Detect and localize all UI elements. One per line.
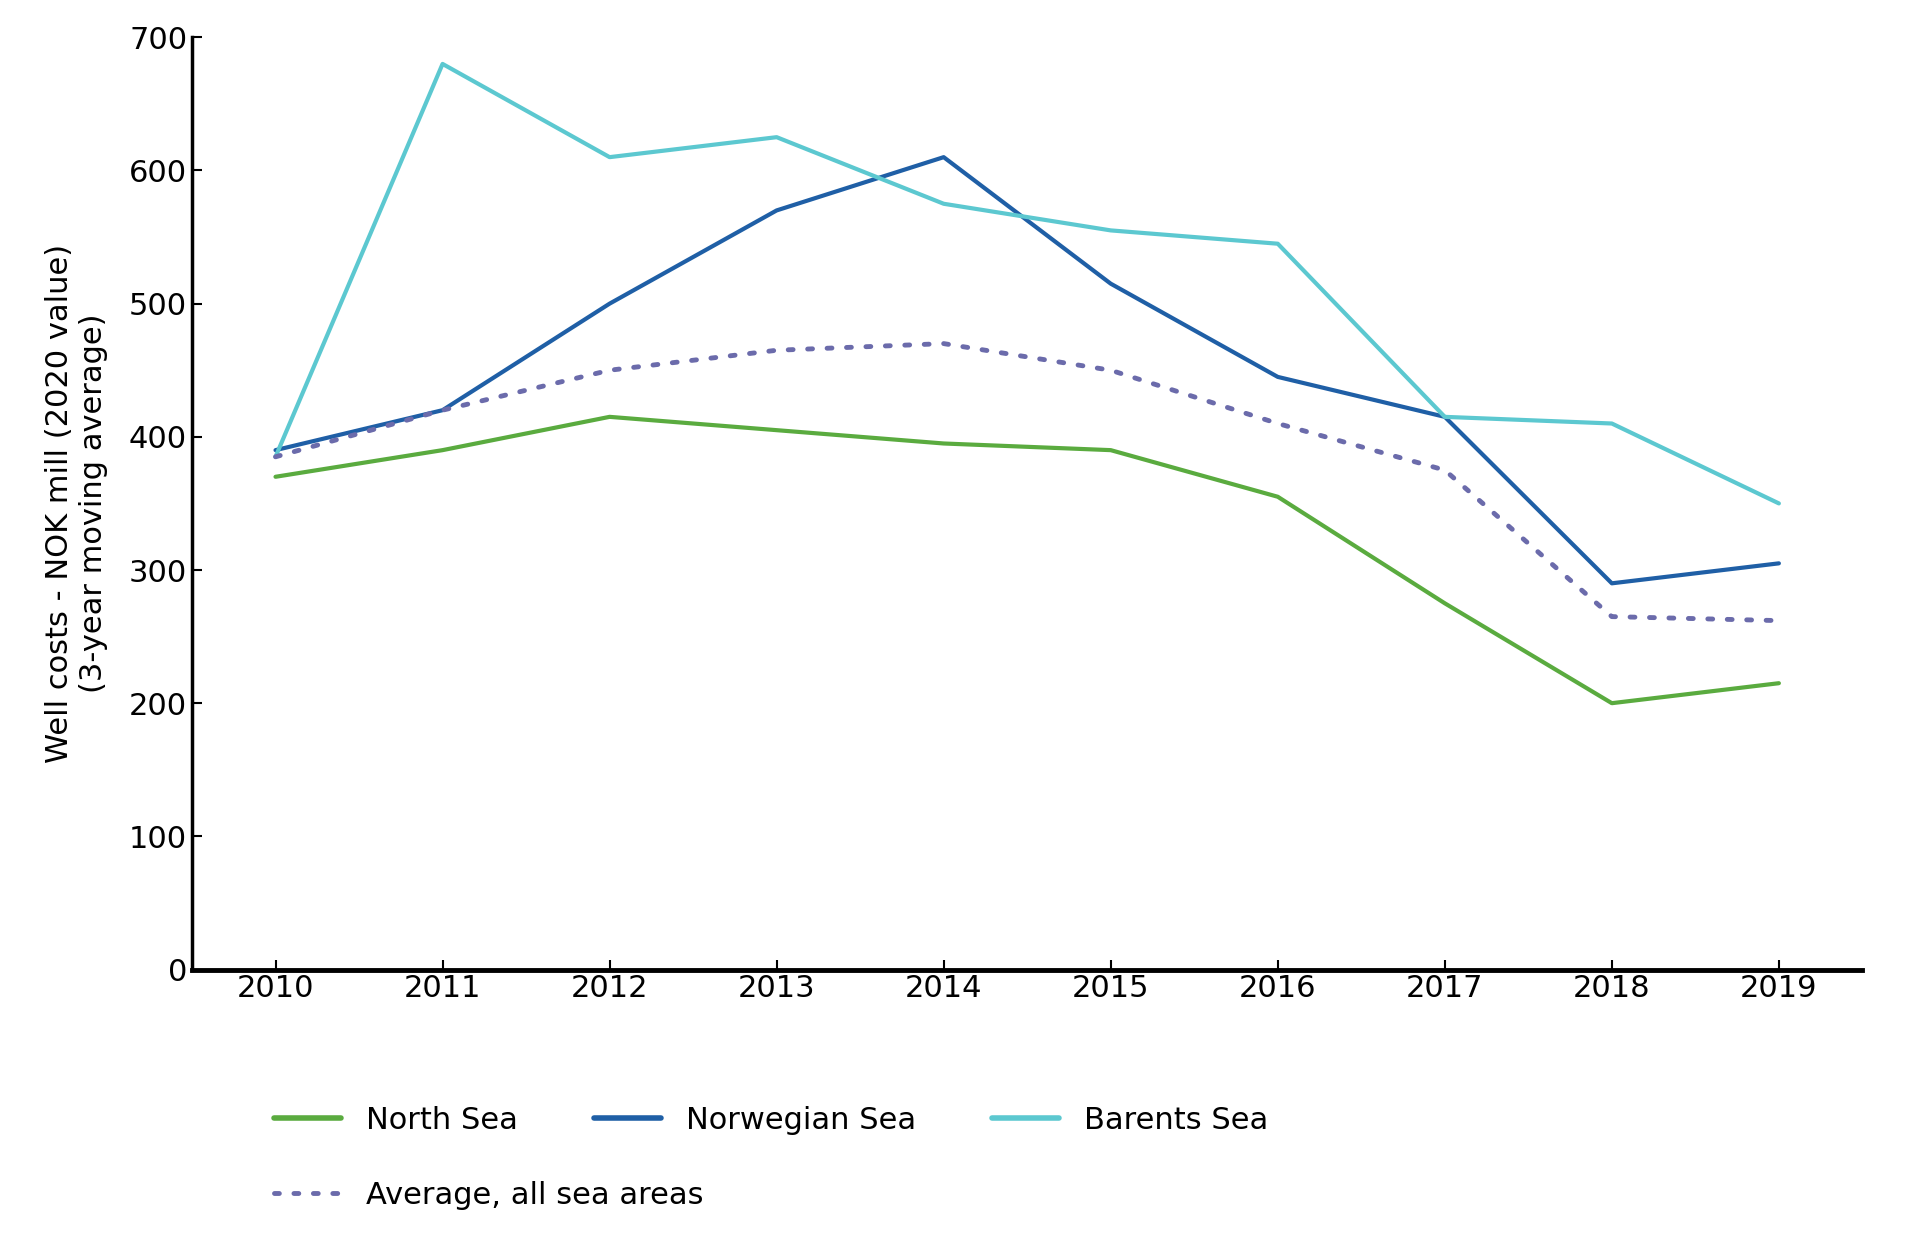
Y-axis label: Well costs - NOK mill (2020 value)
(3-year moving average): Well costs - NOK mill (2020 value) (3-ye…: [46, 244, 108, 763]
Legend: Average, all sea areas: Average, all sea areas: [275, 1181, 703, 1209]
